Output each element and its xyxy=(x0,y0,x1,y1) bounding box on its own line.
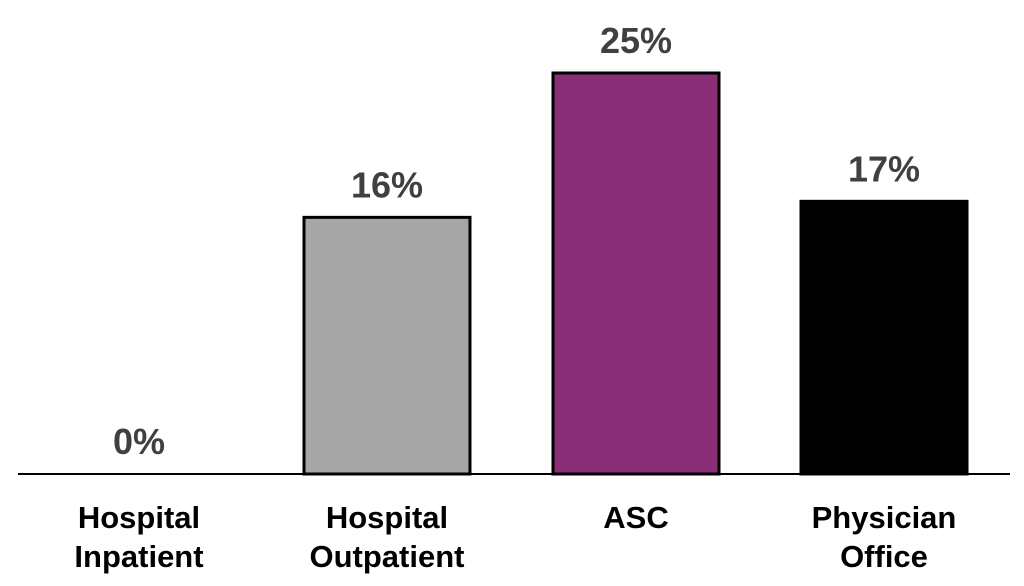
data-label-2: 25% xyxy=(600,20,672,61)
category-label-line: ASC xyxy=(603,500,668,535)
bar-1 xyxy=(302,215,472,476)
category-label-1: Hospital Outpatient xyxy=(310,500,465,574)
data-label-1: 16% xyxy=(351,164,423,205)
bar-2 xyxy=(551,71,721,476)
category-label-line: Inpatient xyxy=(74,539,203,574)
category-label-line: Outpatient xyxy=(310,539,465,574)
category-label-line: Hospital xyxy=(78,500,200,535)
data-labels-group: 0% 16% 25% 17% xyxy=(113,20,920,462)
category-label-line: Office xyxy=(840,539,928,574)
bar-3 xyxy=(799,199,969,476)
category-label-line: Hospital xyxy=(326,500,448,535)
category-label-2: ASC xyxy=(603,500,668,535)
data-label-3: 17% xyxy=(848,148,920,189)
bars-group xyxy=(302,71,969,476)
category-labels-group: Hospital Inpatient Hospital Outpatient ASC Ph… xyxy=(74,500,956,574)
category-label-3: Physician Office xyxy=(812,500,957,574)
category-label-line: Physician xyxy=(812,500,957,535)
data-label-0: 0% xyxy=(113,421,165,462)
category-label-0: Hospital Inpatient xyxy=(74,500,203,574)
